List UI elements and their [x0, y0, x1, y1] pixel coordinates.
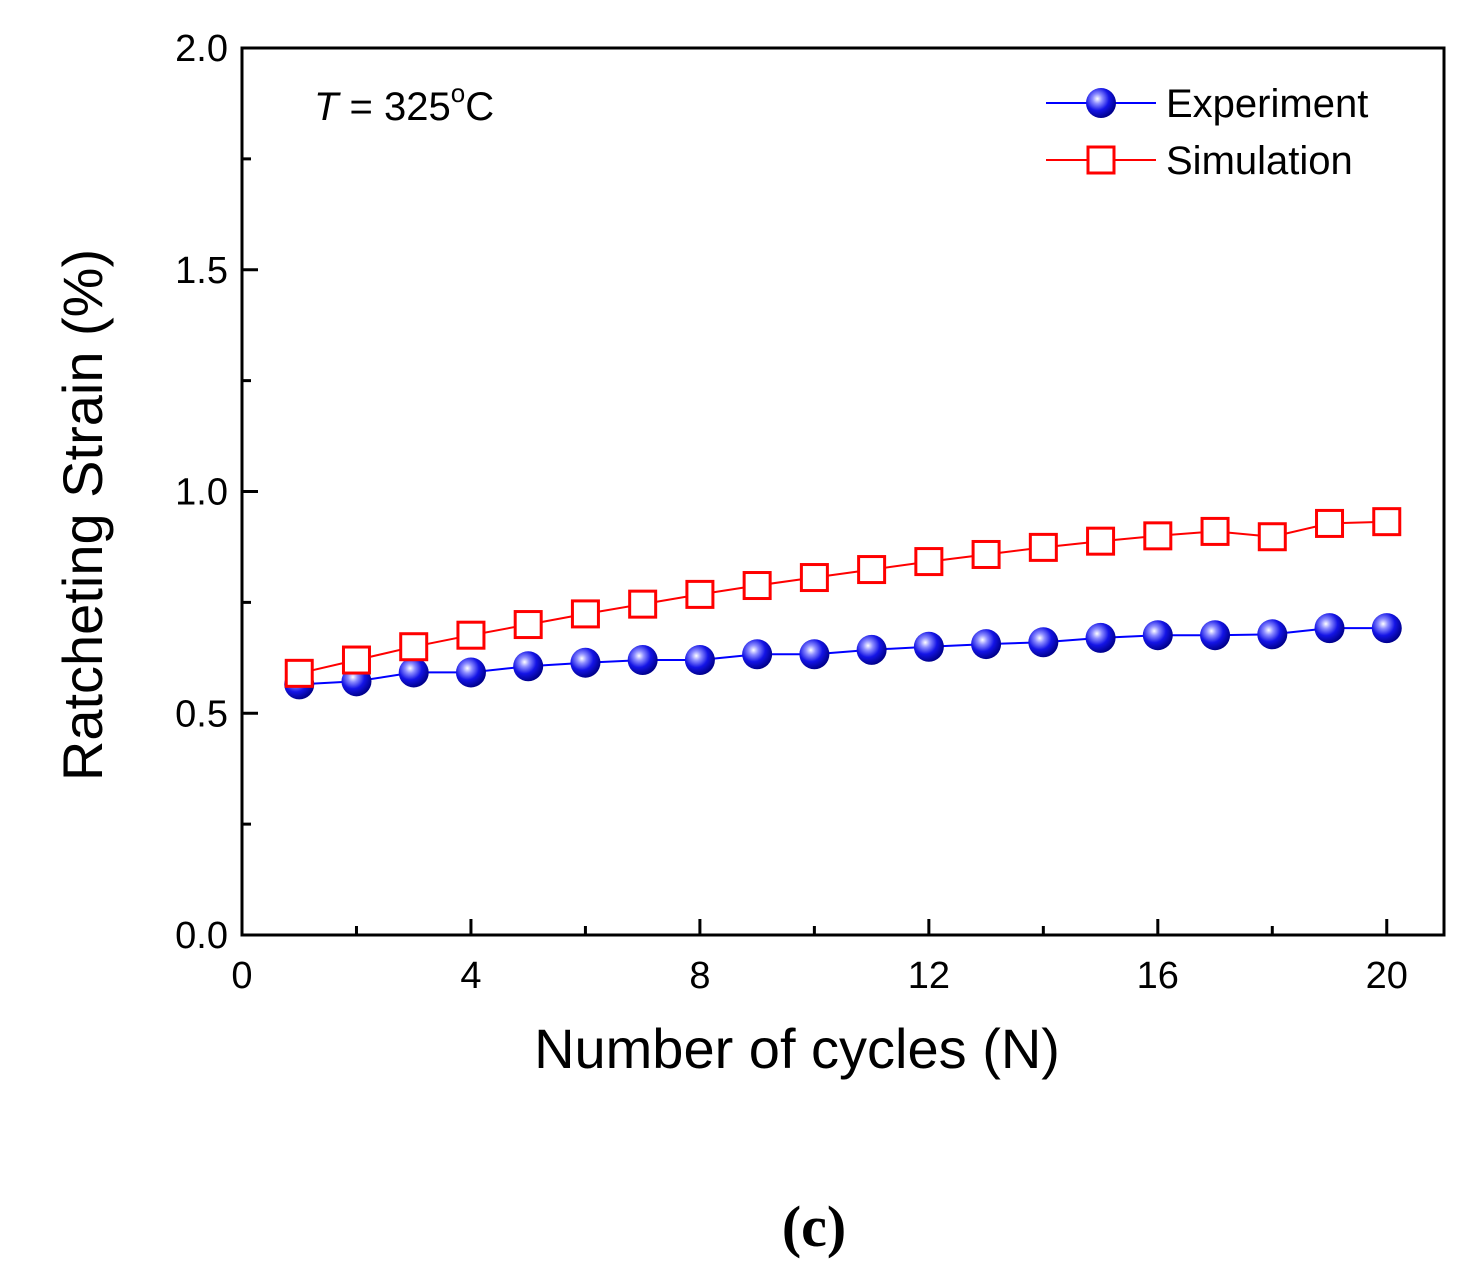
data-point: [1371, 613, 1402, 644]
data-point: [913, 631, 944, 662]
series-experiment: [284, 613, 1402, 700]
data-point: [971, 629, 1002, 660]
legend-label-simulation: Simulation: [1166, 139, 1353, 183]
data-point: [570, 647, 601, 678]
x-tick-label: 0: [231, 955, 252, 997]
data-point: [513, 610, 543, 640]
data-point: [1200, 516, 1230, 546]
y-tick-label: 1.5: [175, 250, 228, 292]
data-point: [570, 599, 600, 629]
data-point: [628, 589, 658, 619]
data-point: [1028, 532, 1058, 562]
data-point: [1086, 526, 1116, 556]
data-point: [1028, 627, 1059, 658]
data-point: [799, 639, 830, 670]
legend-marker-simulation: [1086, 145, 1116, 175]
data-point: [1142, 620, 1173, 651]
y-tick-labels: 0.0 0.5 1.0 1.5 2.0: [175, 28, 228, 957]
data-point: [627, 645, 658, 676]
data-point: [399, 632, 429, 662]
data-point: [1315, 508, 1345, 538]
x-tick-label: 20: [1366, 955, 1408, 997]
series-layer: [284, 507, 1402, 700]
data-point: [1257, 619, 1288, 650]
data-point: [857, 555, 887, 585]
y-tick-label: 2.0: [175, 28, 228, 70]
data-point: [1143, 521, 1173, 551]
data-point: [1085, 622, 1116, 653]
data-point: [856, 634, 887, 665]
data-point: [513, 651, 544, 682]
y-axis-title: Ratcheting Strain (%): [51, 249, 114, 781]
series-simulation: [284, 507, 1402, 688]
data-point: [398, 657, 429, 688]
data-point: [1372, 507, 1402, 537]
legend: Experiment Simulation: [1046, 82, 1368, 183]
data-point: [685, 579, 715, 609]
x-tick-label: 8: [689, 955, 710, 997]
data-point: [341, 645, 371, 675]
x-tick-labels: 0 4 8 12 16 20: [231, 955, 1407, 997]
data-point: [456, 620, 486, 650]
axis-ticks: [240, 46, 1389, 937]
legend-marker-experiment: [1086, 88, 1116, 118]
y-tick-label: 1.0: [175, 472, 228, 514]
x-tick-label: 12: [908, 955, 950, 997]
x-tick-label: 16: [1137, 955, 1179, 997]
data-point: [284, 658, 314, 688]
data-point: [742, 571, 772, 601]
data-point: [799, 563, 829, 593]
data-point: [1200, 620, 1231, 651]
x-tick-label: 4: [460, 955, 481, 997]
x-axis-title: Number of cycles (N): [534, 1017, 1060, 1080]
data-point: [914, 547, 944, 577]
data-point: [742, 639, 773, 670]
data-point: [1314, 613, 1345, 644]
y-tick-label: 0.5: [175, 693, 228, 735]
temperature-annotation: T = 325oC: [314, 78, 494, 129]
data-point: [971, 539, 1001, 569]
data-point: [455, 657, 486, 688]
panel-label: (c): [782, 1194, 846, 1259]
legend-label-experiment: Experiment: [1166, 82, 1368, 126]
data-point: [684, 645, 715, 676]
data-point: [1257, 522, 1287, 552]
y-tick-label: 0.0: [175, 915, 228, 957]
